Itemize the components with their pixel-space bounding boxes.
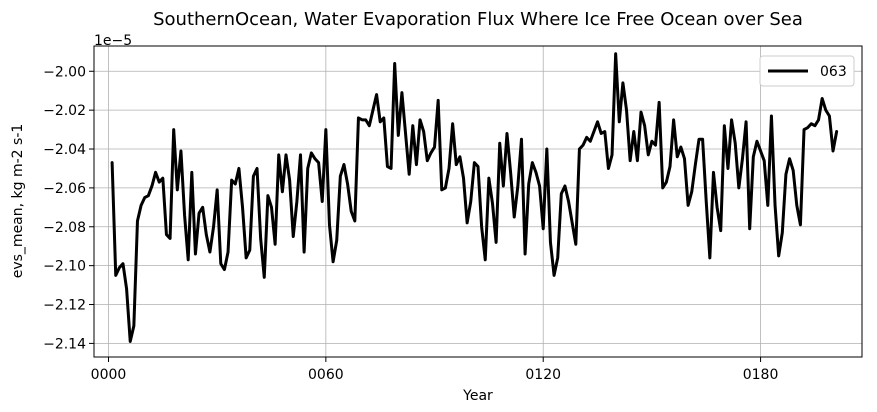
y-tick-label: −2.06 (43, 181, 86, 197)
y-axis-label: evs_mean, kg m-2 s-1 (10, 124, 26, 279)
grid-lines (94, 46, 862, 357)
x-axis-label: Year (462, 388, 493, 404)
x-tick-label: 0000 (91, 367, 127, 383)
y-tick-label: −2.14 (43, 336, 86, 352)
y-axis-ticks: −2.14 −2.12 −2.10 −2.08 −2.06 −2.04 −2.02 −2.00 (43, 64, 94, 352)
y-offset-text: 1e−5 (94, 33, 132, 49)
chart-title: SouthernOcean, Water Evaporation Flux Wh… (153, 9, 803, 30)
plot-frame (93, 45, 863, 358)
legend: 063 (759, 55, 855, 87)
y-tick-label: −2.08 (43, 220, 86, 236)
y-tick-label: −2.10 (43, 259, 86, 275)
x-tick-label: 0180 (743, 367, 779, 383)
y-tick-label: −2.12 (43, 298, 86, 314)
y-tick-label: −2.02 (43, 103, 86, 119)
series-line-063 (110, 52, 839, 343)
legend-label: 063 (820, 64, 847, 80)
series-group (110, 52, 839, 343)
x-tick-label: 0060 (308, 367, 344, 383)
x-axis-ticks: 0000 0060 0120 0180 (91, 357, 779, 383)
y-tick-label: −2.00 (43, 64, 86, 80)
y-tick-label: −2.04 (43, 142, 86, 158)
x-tick-label: 0120 (525, 367, 561, 383)
